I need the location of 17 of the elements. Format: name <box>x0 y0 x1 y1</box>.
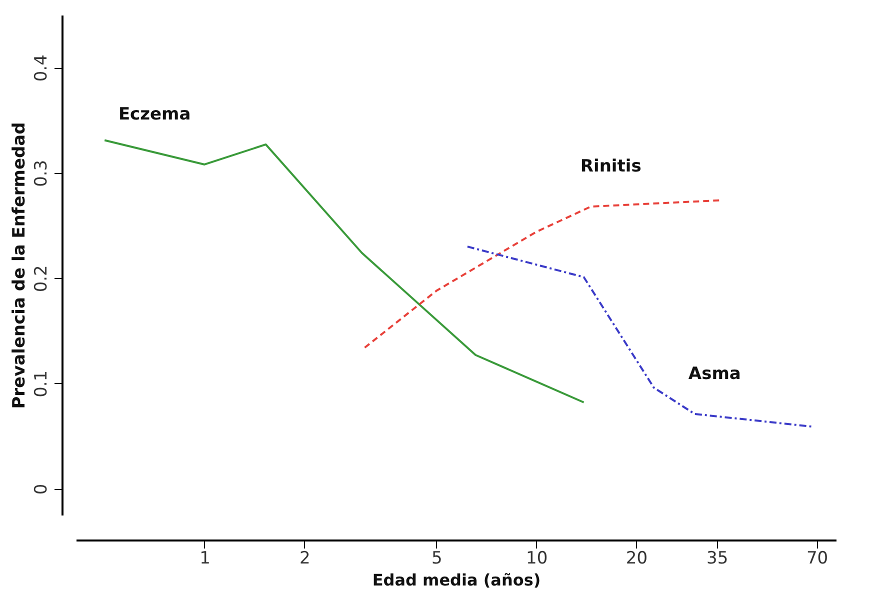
x-tick-label: 70 <box>806 548 828 568</box>
y-tick-label: 0.3 <box>32 160 52 187</box>
y-tick-label: 0.1 <box>32 370 52 398</box>
y-axis-title: Prevalencia de la Enfermedad <box>10 122 30 409</box>
x-tick-label: 1 <box>200 548 210 568</box>
x-axis-title: Edad media (años) <box>372 570 541 590</box>
series-label: Asma <box>688 364 741 384</box>
x-tick-label: 35 <box>706 548 728 568</box>
series-label: Rinitis <box>580 156 642 177</box>
y-tick-label: 0.2 <box>32 265 52 292</box>
x-tick-label: 2 <box>299 548 310 568</box>
x-tick-label: 20 <box>626 548 648 568</box>
series-label: Eczema <box>118 104 191 124</box>
x-tick-label: 5 <box>432 548 442 568</box>
x-tick-label: 10 <box>526 548 548 568</box>
y-tick-label: 0 <box>32 484 52 495</box>
y-tick-label: 0.4 <box>32 54 52 82</box>
